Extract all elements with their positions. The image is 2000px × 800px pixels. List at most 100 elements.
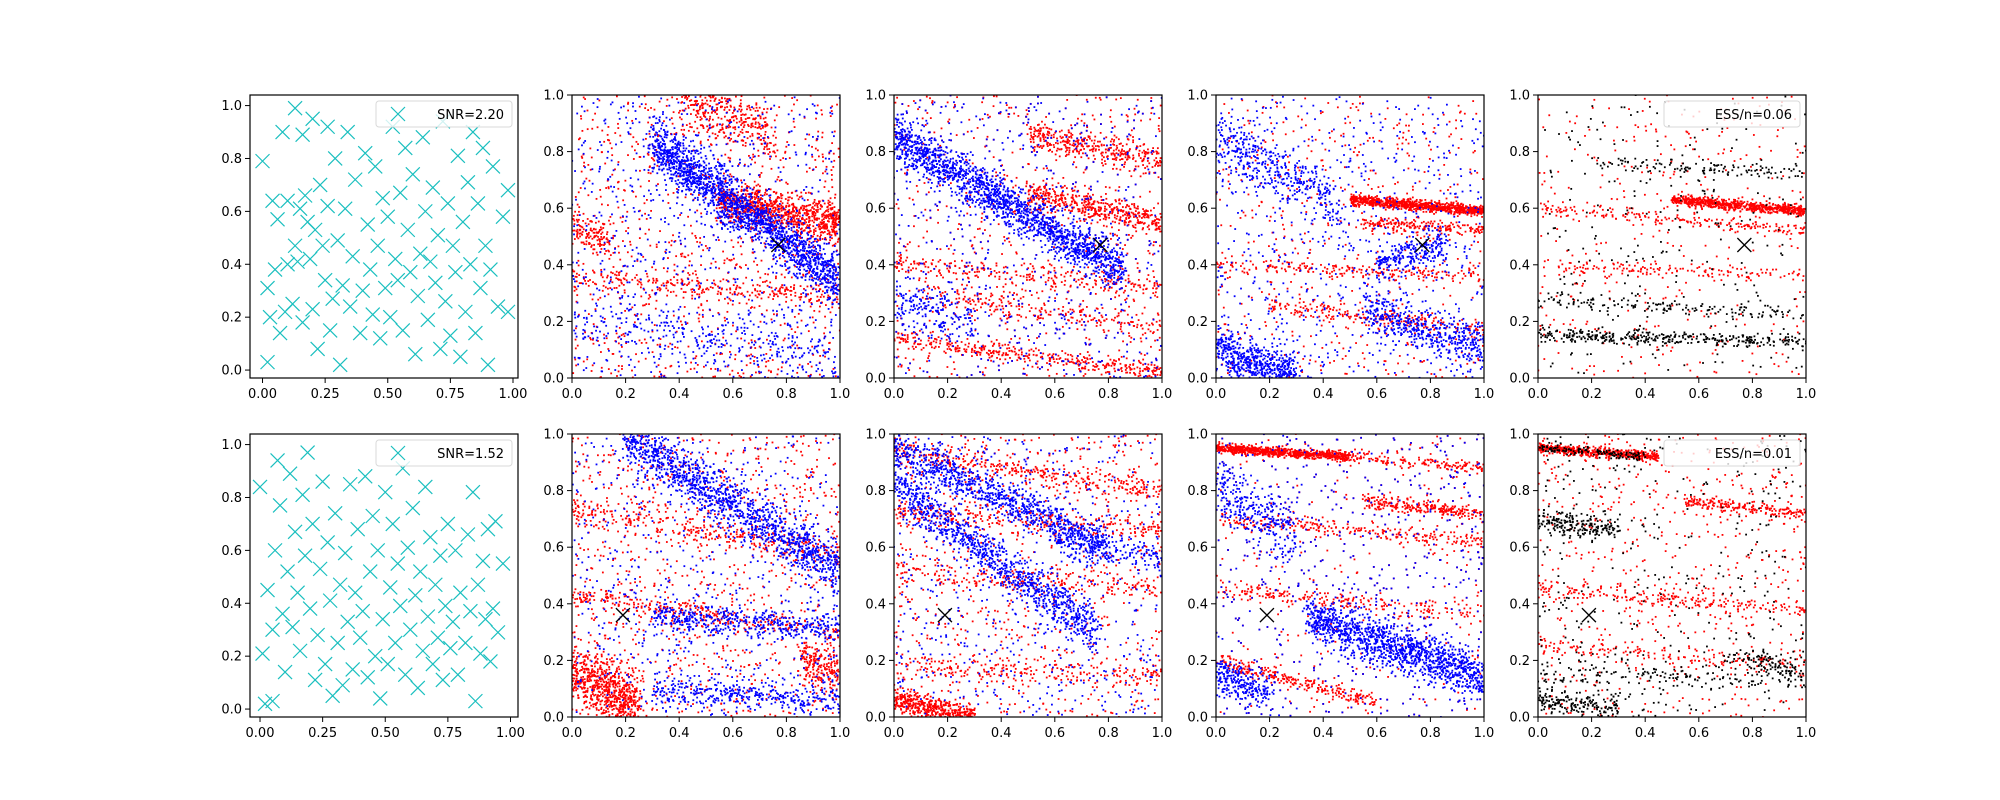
sample-point bbox=[795, 234, 798, 237]
sample-point bbox=[681, 109, 684, 112]
sample-point bbox=[721, 228, 723, 230]
sample-point bbox=[667, 156, 670, 159]
sample-point bbox=[763, 211, 766, 214]
sample-point bbox=[697, 183, 700, 186]
sample-point bbox=[821, 260, 824, 263]
sample-point bbox=[769, 208, 771, 211]
sample-point bbox=[696, 182, 699, 185]
sample-point bbox=[658, 161, 661, 163]
sample-point bbox=[735, 196, 738, 199]
sample-point bbox=[741, 128, 744, 131]
sample-point bbox=[764, 243, 767, 246]
sample-point bbox=[757, 191, 760, 193]
sample-point bbox=[786, 251, 789, 254]
sample-point bbox=[806, 293, 809, 296]
sample-point bbox=[786, 202, 789, 205]
sample-point bbox=[726, 365, 729, 368]
sample-point bbox=[814, 147, 817, 150]
sample-point bbox=[611, 272, 614, 275]
sample-point bbox=[704, 111, 706, 113]
sample-point bbox=[747, 220, 750, 223]
sample-point bbox=[778, 230, 780, 233]
sample-point bbox=[599, 315, 602, 318]
sample-point bbox=[727, 124, 730, 126]
sample-point bbox=[778, 303, 781, 306]
sample-point bbox=[574, 347, 577, 350]
sample-point bbox=[737, 220, 740, 223]
sample-point bbox=[799, 221, 801, 223]
sample-point bbox=[676, 157, 678, 160]
sample-point bbox=[639, 156, 642, 158]
sample-point bbox=[835, 284, 838, 287]
sample-point bbox=[807, 234, 810, 236]
sample-point bbox=[796, 246, 799, 249]
sample-point bbox=[684, 291, 687, 294]
data-point bbox=[322, 322, 338, 338]
sample-point bbox=[777, 232, 780, 235]
sample-point bbox=[807, 221, 810, 223]
sample-point bbox=[809, 284, 812, 287]
sample-point bbox=[831, 206, 834, 209]
sample-point bbox=[701, 186, 704, 189]
sample-point bbox=[684, 149, 687, 152]
sample-point bbox=[576, 294, 579, 297]
sample-point bbox=[658, 142, 661, 145]
sample-point bbox=[671, 177, 674, 180]
sample-point bbox=[777, 223, 780, 225]
sample-point bbox=[736, 216, 739, 219]
sample-point bbox=[797, 250, 800, 252]
sample-point bbox=[781, 254, 784, 257]
sample-point bbox=[697, 306, 700, 309]
sample-point bbox=[726, 106, 729, 108]
sample-point bbox=[737, 372, 739, 375]
sample-point bbox=[816, 206, 819, 209]
sample-point bbox=[609, 287, 612, 289]
sample-point bbox=[812, 279, 815, 282]
sample-point bbox=[712, 95, 715, 97]
sample-point bbox=[624, 179, 627, 182]
sample-point bbox=[758, 372, 761, 375]
sample-point bbox=[778, 257, 781, 260]
sample-point bbox=[759, 276, 762, 279]
sample-point bbox=[576, 231, 579, 234]
sample-point bbox=[835, 222, 838, 225]
sample-point bbox=[690, 166, 693, 169]
sample-point bbox=[791, 210, 793, 213]
sample-point bbox=[708, 189, 711, 192]
sample-point bbox=[681, 323, 683, 326]
sample-point bbox=[680, 118, 683, 121]
sample-point bbox=[592, 231, 595, 234]
sample-point bbox=[811, 245, 813, 248]
sample-point bbox=[750, 203, 753, 206]
sample-point bbox=[661, 142, 664, 145]
sample-point bbox=[747, 204, 749, 207]
sample-point bbox=[790, 220, 793, 222]
sample-point bbox=[719, 293, 722, 296]
sample-point bbox=[790, 289, 793, 292]
sample-point bbox=[805, 163, 808, 166]
sample-point bbox=[693, 104, 696, 106]
sample-point bbox=[696, 164, 698, 167]
sample-point bbox=[607, 126, 610, 128]
sample-point bbox=[705, 157, 708, 160]
sample-point bbox=[823, 216, 826, 219]
sample-point bbox=[760, 215, 762, 218]
sample-point bbox=[592, 293, 595, 296]
sample-point bbox=[760, 171, 763, 174]
sample-point bbox=[685, 183, 688, 186]
sample-point bbox=[579, 137, 581, 140]
sample-point bbox=[605, 250, 607, 252]
sample-point bbox=[662, 157, 665, 160]
sample-point bbox=[766, 226, 769, 229]
sample-point bbox=[729, 99, 732, 102]
sample-point bbox=[606, 238, 609, 241]
sample-point bbox=[808, 250, 811, 252]
sample-point bbox=[664, 241, 667, 243]
sample-point bbox=[602, 222, 604, 225]
sample-point bbox=[767, 369, 770, 372]
sample-point bbox=[756, 215, 758, 218]
sample-point bbox=[812, 202, 815, 205]
sample-point bbox=[581, 129, 584, 132]
sample-point bbox=[658, 287, 661, 289]
sample-point bbox=[723, 136, 726, 139]
